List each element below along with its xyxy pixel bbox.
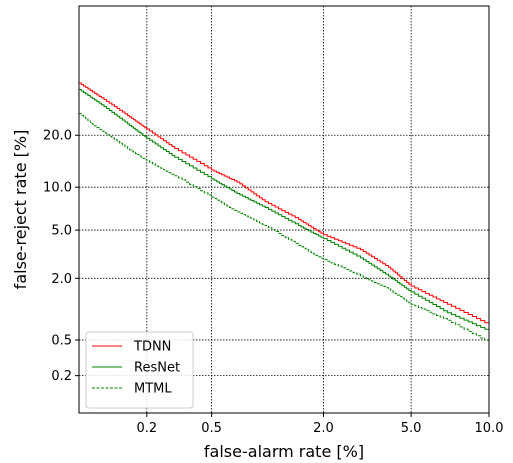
legend-label: ResNet <box>134 361 180 376</box>
x-axis-label: false-alarm rate [%] <box>204 442 364 461</box>
legend-label: TDNN <box>133 340 171 355</box>
series-group <box>79 82 489 343</box>
legend-label: MTML <box>134 382 172 397</box>
x-tick-label: 0.2 <box>136 421 157 436</box>
y-axis-label: false-reject rate [%] <box>11 130 30 290</box>
y-tick-label: 5.0 <box>51 224 72 239</box>
y-tick-label: 0.5 <box>51 333 72 348</box>
x-tick-label: 0.5 <box>201 421 222 436</box>
x-tick-label: 2.0 <box>313 421 334 436</box>
y-tick-label: 10.0 <box>43 181 72 196</box>
series-line-mtml <box>79 113 489 343</box>
series-line-resnet <box>79 88 489 332</box>
x-tick-label: 5.0 <box>401 421 422 436</box>
series-line-tdnn <box>79 82 489 325</box>
y-tick-label: 2.0 <box>51 272 72 287</box>
legend-box <box>85 331 194 409</box>
plot-frame <box>78 5 490 414</box>
ticks-group: 0.2 0.5 2.0 5.0 10.0 0.2 0.5 2.0 5.0 10.0 20.0 <box>43 129 503 436</box>
x-tick-label: 10.0 <box>475 421 504 436</box>
legend: TDNN ResNet MTML <box>85 331 194 409</box>
y-tick-label: 0.2 <box>51 369 72 384</box>
y-tick-label: 20.0 <box>43 129 72 144</box>
